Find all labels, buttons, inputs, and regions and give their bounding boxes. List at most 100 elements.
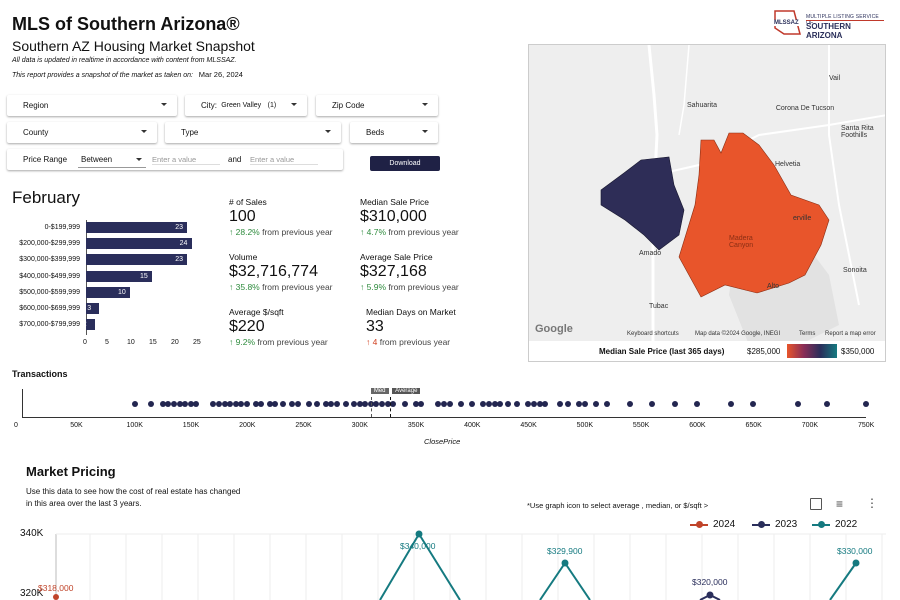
- bar[interactable]: [86, 238, 192, 250]
- transaction-point[interactable]: [362, 401, 369, 407]
- county-dropdown[interactable]: County: [7, 122, 157, 143]
- transaction-point[interactable]: [379, 401, 386, 407]
- transaction-point[interactable]: [514, 401, 521, 407]
- download-button[interactable]: Download: [370, 156, 440, 171]
- transaction-point[interactable]: [131, 401, 138, 407]
- transaction-point[interactable]: [289, 401, 296, 407]
- keyboard-shortcuts-link[interactable]: Keyboard shortcuts: [627, 331, 679, 337]
- transaction-point[interactable]: [257, 401, 264, 407]
- transaction-point[interactable]: [823, 401, 830, 407]
- transaction-point[interactable]: [384, 401, 391, 407]
- transaction-point[interactable]: [159, 401, 166, 407]
- beds-dropdown[interactable]: Beds: [350, 122, 438, 143]
- transaction-point[interactable]: [525, 401, 532, 407]
- transaction-point[interactable]: [165, 401, 172, 407]
- point-2022[interactable]: [415, 530, 423, 538]
- transaction-point[interactable]: [457, 401, 464, 407]
- transaction-point[interactable]: [446, 401, 453, 407]
- transaction-point[interactable]: [193, 401, 200, 407]
- legend-2024[interactable]: 2024: [690, 519, 735, 530]
- transaction-point[interactable]: [750, 401, 757, 407]
- transaction-point[interactable]: [176, 401, 183, 407]
- transaction-point[interactable]: [576, 401, 583, 407]
- price-min-input[interactable]: Enter a value: [152, 155, 220, 165]
- legend-2022[interactable]: 2022: [812, 519, 857, 530]
- legend-2023[interactable]: 2023: [752, 519, 797, 530]
- region-green-valley-east[interactable]: [678, 132, 830, 298]
- transaction-point[interactable]: [334, 401, 341, 407]
- transaction-point[interactable]: [727, 401, 734, 407]
- transaction-point[interactable]: [694, 401, 701, 407]
- bar[interactable]: [86, 254, 188, 266]
- transaction-point[interactable]: [148, 401, 155, 407]
- transaction-point[interactable]: [418, 401, 425, 407]
- transaction-point[interactable]: [795, 401, 802, 407]
- transaction-point[interactable]: [505, 401, 512, 407]
- transaction-point[interactable]: [556, 401, 563, 407]
- transaction-point[interactable]: [441, 401, 447, 407]
- transaction-point[interactable]: [626, 401, 633, 407]
- transaction-point[interactable]: [305, 401, 312, 407]
- bar[interactable]: [86, 286, 130, 298]
- transaction-point[interactable]: [280, 401, 287, 407]
- transaction-point[interactable]: [497, 401, 504, 407]
- transaction-point[interactable]: [350, 401, 357, 407]
- bar[interactable]: [86, 303, 100, 314]
- transaction-point[interactable]: [215, 401, 222, 407]
- point-2024[interactable]: [53, 594, 59, 600]
- transaction-point[interactable]: [435, 401, 442, 407]
- transaction-point[interactable]: [253, 401, 260, 407]
- transaction-point[interactable]: [294, 401, 301, 407]
- region-dropdown[interactable]: Region: [7, 95, 177, 116]
- transaction-point[interactable]: [649, 401, 656, 407]
- city-dropdown[interactable]: City: Green Valley (1): [185, 95, 307, 116]
- transaction-point[interactable]: [272, 401, 279, 407]
- transaction-point[interactable]: [531, 401, 538, 407]
- transaction-point[interactable]: [322, 401, 329, 407]
- transaction-point[interactable]: [356, 401, 363, 407]
- transaction-point[interactable]: [343, 401, 350, 407]
- transaction-point[interactable]: [313, 401, 320, 407]
- chart-settings-icon[interactable]: [810, 498, 822, 510]
- region-green-valley-west[interactable]: [600, 156, 685, 251]
- transaction-point[interactable]: [401, 401, 408, 407]
- bar[interactable]: [86, 319, 95, 331]
- transaction-point[interactable]: [373, 401, 380, 407]
- transaction-point[interactable]: [536, 401, 543, 407]
- transaction-point[interactable]: [221, 401, 228, 407]
- transaction-point[interactable]: [266, 401, 273, 407]
- bar[interactable]: [86, 222, 188, 233]
- transaction-point[interactable]: [244, 401, 251, 407]
- transaction-point[interactable]: [227, 401, 234, 407]
- terms-link[interactable]: Terms: [799, 331, 816, 337]
- bar[interactable]: [86, 270, 152, 282]
- type-dropdown[interactable]: Type: [165, 122, 341, 143]
- point-2023[interactable]: [706, 591, 714, 599]
- transaction-point[interactable]: [390, 401, 397, 407]
- transaction-point[interactable]: [328, 401, 335, 407]
- median-price-map[interactable]: Vail Sahuarita Corona De Tucson Santa Ri…: [528, 44, 886, 362]
- transaction-point[interactable]: [238, 401, 245, 407]
- report-map-error-link[interactable]: Report a map error: [825, 331, 876, 337]
- transaction-point[interactable]: [604, 401, 611, 407]
- filter-icon[interactable]: ≡: [836, 497, 844, 511]
- transaction-point[interactable]: [182, 401, 189, 407]
- transaction-point[interactable]: [210, 401, 217, 407]
- transaction-point[interactable]: [232, 401, 239, 407]
- transaction-point[interactable]: [412, 401, 419, 407]
- point-2022[interactable]: [561, 559, 569, 567]
- transaction-point[interactable]: [170, 401, 177, 407]
- transaction-point[interactable]: [564, 401, 571, 407]
- more-vertical-icon[interactable]: ⋮: [866, 496, 878, 510]
- transaction-point[interactable]: [486, 401, 492, 407]
- map-canvas[interactable]: [529, 45, 886, 345]
- transaction-point[interactable]: [863, 401, 869, 407]
- price-max-input[interactable]: Enter a value: [250, 155, 318, 165]
- transaction-point[interactable]: [581, 401, 588, 407]
- transaction-point[interactable]: [187, 401, 194, 407]
- point-2022[interactable]: [852, 559, 860, 567]
- zip-dropdown[interactable]: Zip Code: [316, 95, 438, 116]
- transaction-point[interactable]: [671, 401, 678, 407]
- transaction-point[interactable]: [542, 401, 549, 407]
- transaction-point[interactable]: [592, 401, 599, 407]
